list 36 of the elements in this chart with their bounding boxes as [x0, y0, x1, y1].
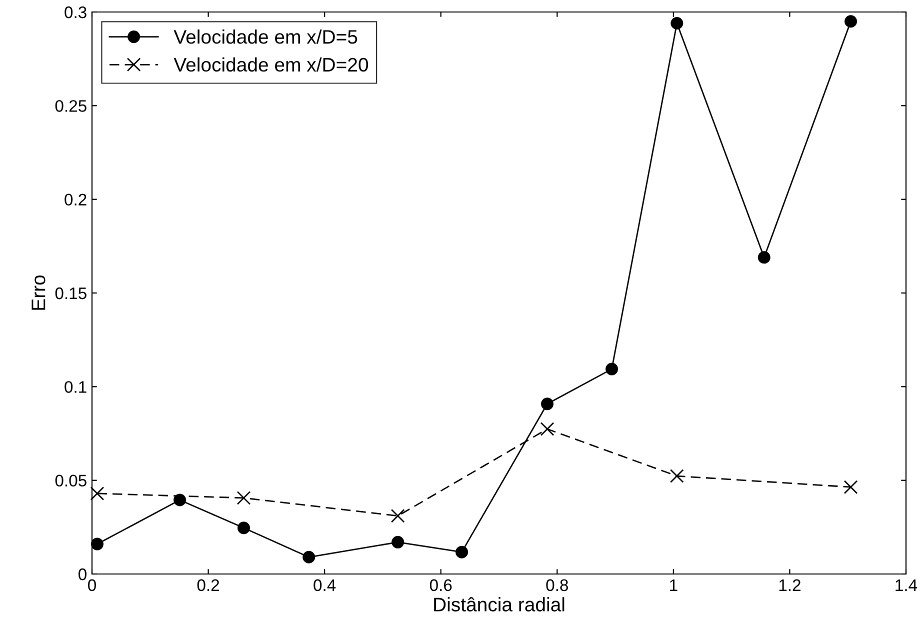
point [238, 522, 250, 534]
point [844, 480, 858, 494]
y-tick-label: 0.3 [64, 6, 86, 18]
y-tick-label: 0.1 [64, 381, 86, 393]
point [541, 398, 554, 410]
point [302, 550, 316, 564]
y-tick-label: 0.25 [55, 100, 86, 112]
point [670, 16, 684, 30]
legend-label: Velocidade em x/D=20 [174, 57, 368, 72]
x-tick-label: 1.4 [896, 579, 918, 591]
y-axis-title: Erro [32, 275, 46, 310]
y-tick-label: 0 [78, 568, 86, 580]
x-tick-label: 1.2 [779, 579, 800, 591]
point [392, 536, 404, 548]
point [456, 546, 468, 558]
x-tick-label: 0 [88, 579, 96, 592]
legend-label: Velocidade em x/D=5 [174, 30, 358, 44]
x-tick-label: 0.4 [314, 579, 336, 592]
x-axis-title: Distância radial [434, 597, 564, 612]
y-tick-label: 0.2 [64, 194, 86, 206]
point [844, 15, 858, 28]
point [174, 494, 186, 506]
point [606, 362, 618, 376]
x-tick-label: 0.6 [430, 579, 452, 592]
point [670, 469, 684, 483]
point [390, 508, 405, 523]
point [90, 486, 104, 500]
point [540, 422, 554, 436]
y-tick-label: 0.15 [55, 287, 86, 300]
point [236, 491, 251, 505]
x-tick-label: 0.2 [197, 579, 220, 592]
x-tick-label: 1 [670, 579, 678, 591]
x-tick-label: 0.8 [546, 579, 568, 592]
point [90, 538, 104, 550]
y-tick-label: 0.05 [55, 474, 86, 487]
point [758, 251, 770, 264]
